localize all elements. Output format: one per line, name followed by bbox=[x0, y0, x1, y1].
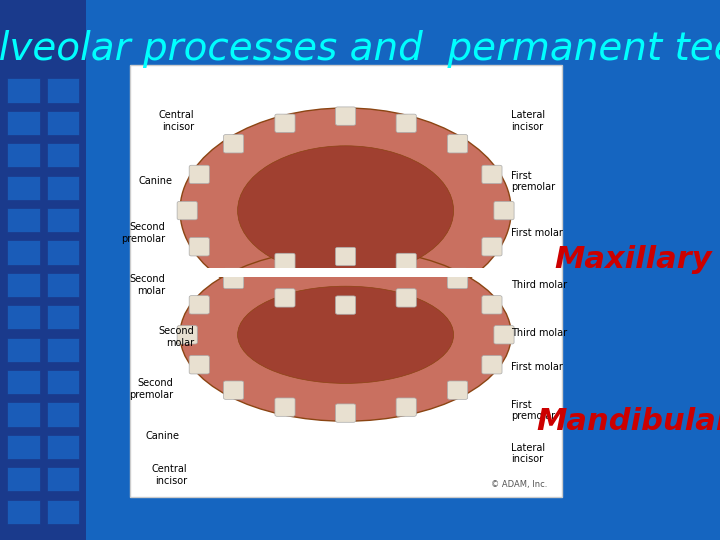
FancyBboxPatch shape bbox=[448, 270, 468, 288]
FancyBboxPatch shape bbox=[47, 240, 79, 265]
FancyBboxPatch shape bbox=[7, 208, 40, 232]
FancyBboxPatch shape bbox=[7, 370, 40, 394]
FancyBboxPatch shape bbox=[7, 402, 40, 427]
FancyBboxPatch shape bbox=[336, 107, 356, 125]
FancyBboxPatch shape bbox=[7, 273, 40, 297]
FancyBboxPatch shape bbox=[47, 338, 79, 362]
FancyBboxPatch shape bbox=[47, 111, 79, 135]
FancyBboxPatch shape bbox=[336, 247, 356, 266]
FancyBboxPatch shape bbox=[189, 355, 210, 374]
FancyBboxPatch shape bbox=[47, 208, 79, 232]
FancyBboxPatch shape bbox=[494, 201, 514, 220]
FancyBboxPatch shape bbox=[396, 398, 416, 416]
FancyBboxPatch shape bbox=[7, 111, 40, 135]
Text: Canine: Canine bbox=[146, 431, 180, 441]
FancyBboxPatch shape bbox=[7, 176, 40, 200]
FancyBboxPatch shape bbox=[482, 238, 502, 256]
FancyBboxPatch shape bbox=[47, 143, 79, 167]
Text: Mandibular: Mandibular bbox=[536, 407, 720, 436]
FancyBboxPatch shape bbox=[396, 253, 416, 272]
FancyBboxPatch shape bbox=[7, 78, 40, 103]
FancyBboxPatch shape bbox=[7, 467, 40, 491]
FancyBboxPatch shape bbox=[336, 404, 356, 422]
FancyBboxPatch shape bbox=[223, 270, 243, 288]
FancyBboxPatch shape bbox=[336, 296, 356, 314]
Ellipse shape bbox=[180, 248, 511, 421]
FancyBboxPatch shape bbox=[47, 467, 79, 491]
FancyBboxPatch shape bbox=[223, 381, 243, 400]
FancyBboxPatch shape bbox=[47, 78, 79, 103]
Text: Lateral
incisor: Lateral incisor bbox=[511, 443, 545, 464]
FancyBboxPatch shape bbox=[482, 355, 502, 374]
Text: Central
incisor: Central incisor bbox=[159, 110, 194, 132]
FancyBboxPatch shape bbox=[177, 201, 197, 220]
FancyBboxPatch shape bbox=[275, 398, 295, 416]
Text: Second
molar: Second molar bbox=[158, 326, 194, 348]
FancyBboxPatch shape bbox=[275, 114, 295, 132]
FancyBboxPatch shape bbox=[7, 240, 40, 265]
FancyBboxPatch shape bbox=[482, 165, 502, 184]
FancyBboxPatch shape bbox=[7, 500, 40, 524]
Text: Third molar: Third molar bbox=[511, 328, 567, 338]
FancyBboxPatch shape bbox=[47, 435, 79, 459]
FancyBboxPatch shape bbox=[47, 176, 79, 200]
FancyBboxPatch shape bbox=[482, 296, 502, 314]
FancyBboxPatch shape bbox=[223, 134, 243, 153]
FancyBboxPatch shape bbox=[223, 268, 243, 287]
FancyBboxPatch shape bbox=[494, 326, 514, 344]
FancyBboxPatch shape bbox=[275, 289, 295, 307]
Text: Second
premolar: Second premolar bbox=[122, 222, 166, 244]
Text: Central
incisor: Central incisor bbox=[152, 464, 187, 486]
Ellipse shape bbox=[180, 108, 511, 313]
Text: Alveolar processes and  permanent teeth: Alveolar processes and permanent teeth bbox=[0, 30, 720, 68]
FancyBboxPatch shape bbox=[47, 500, 79, 524]
Text: Second
molar: Second molar bbox=[130, 274, 166, 296]
Text: Third molar: Third molar bbox=[511, 280, 567, 290]
FancyBboxPatch shape bbox=[448, 381, 468, 400]
FancyBboxPatch shape bbox=[47, 370, 79, 394]
Text: Lateral
incisor: Lateral incisor bbox=[511, 110, 545, 132]
FancyBboxPatch shape bbox=[189, 296, 210, 314]
FancyBboxPatch shape bbox=[189, 238, 210, 256]
FancyBboxPatch shape bbox=[47, 305, 79, 329]
FancyBboxPatch shape bbox=[7, 338, 40, 362]
FancyBboxPatch shape bbox=[177, 326, 197, 344]
FancyBboxPatch shape bbox=[396, 114, 416, 132]
Text: © ADAM, Inc.: © ADAM, Inc. bbox=[491, 480, 547, 489]
FancyBboxPatch shape bbox=[0, 0, 86, 540]
FancyBboxPatch shape bbox=[47, 273, 79, 297]
FancyBboxPatch shape bbox=[47, 402, 79, 427]
FancyBboxPatch shape bbox=[7, 143, 40, 167]
FancyBboxPatch shape bbox=[275, 253, 295, 272]
FancyBboxPatch shape bbox=[7, 435, 40, 459]
Text: First
premolar: First premolar bbox=[511, 400, 555, 421]
FancyBboxPatch shape bbox=[448, 134, 468, 153]
FancyBboxPatch shape bbox=[189, 165, 210, 184]
Text: Second
premolar: Second premolar bbox=[129, 378, 173, 400]
Ellipse shape bbox=[238, 286, 454, 383]
Text: Maxillary: Maxillary bbox=[555, 245, 712, 274]
FancyBboxPatch shape bbox=[130, 65, 562, 497]
Text: First
premolar: First premolar bbox=[511, 171, 555, 192]
Text: Canine: Canine bbox=[139, 177, 173, 186]
FancyBboxPatch shape bbox=[448, 268, 468, 287]
FancyBboxPatch shape bbox=[137, 268, 554, 277]
Text: First molar: First molar bbox=[511, 362, 563, 372]
FancyBboxPatch shape bbox=[396, 289, 416, 307]
Ellipse shape bbox=[238, 146, 454, 275]
FancyBboxPatch shape bbox=[7, 305, 40, 329]
Text: First molar: First molar bbox=[511, 228, 563, 238]
